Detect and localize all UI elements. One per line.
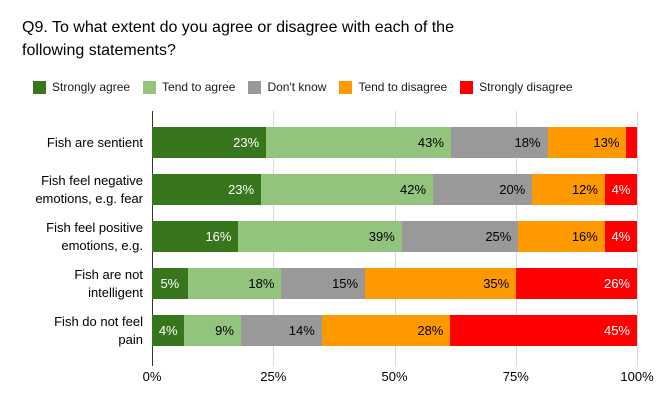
segment-value-label: 35% bbox=[483, 276, 510, 291]
segment-value-label: 18% bbox=[514, 135, 541, 150]
segment-tend-to-disagree: 35% bbox=[365, 268, 517, 299]
segment-value-label: 16% bbox=[571, 229, 598, 244]
segment-tend-to-agree: 18% bbox=[187, 268, 282, 299]
segment-tend-to-agree: 39% bbox=[238, 221, 402, 252]
segment-value-label: 13% bbox=[593, 135, 620, 150]
segment-tend-to-disagree: 13% bbox=[547, 127, 627, 158]
segment-strongly-disagree bbox=[626, 127, 637, 158]
segment-value-label: 39% bbox=[368, 229, 395, 244]
segment-value-label: 28% bbox=[417, 323, 444, 338]
legend-item-strongly-disagree: Strongly disagree bbox=[460, 80, 573, 94]
chart-legend: Strongly agree Tend to agree Don't know Ten… bbox=[33, 80, 573, 94]
segment-value-label: 4% bbox=[611, 182, 631, 197]
segment-value-label: 15% bbox=[332, 276, 359, 291]
legend-swatch-tend-to-agree bbox=[143, 80, 157, 94]
segment-value-label: 16% bbox=[205, 229, 232, 244]
legend-item-don-t-know: Don't know bbox=[248, 80, 326, 94]
legend-swatch-strongly-disagree bbox=[460, 80, 474, 94]
segment-value-label: 42% bbox=[400, 182, 427, 197]
gridline-100% bbox=[637, 111, 638, 366]
legend-item-tend-to-disagree: Tend to disagree bbox=[339, 80, 447, 94]
chart-title: Q9. To what extent do you agree or disag… bbox=[22, 19, 454, 59]
segment-strongly-agree: 16% bbox=[152, 221, 239, 252]
segment-value-label: 25% bbox=[485, 229, 512, 244]
category-label-fish-are-not-intelligent: Fish are not intelligent bbox=[74, 266, 143, 300]
segment-strongly-agree: 4% bbox=[152, 315, 185, 346]
segment-don-t-know: 25% bbox=[401, 221, 519, 252]
category-label-fish-are-sentient: Fish are sentient bbox=[46, 134, 143, 150]
legend-swatch-strongly-agree bbox=[33, 80, 46, 94]
segment-value-label: 26% bbox=[603, 276, 630, 291]
segment-don-t-know: 20% bbox=[433, 174, 533, 205]
segment-tend-to-agree: 42% bbox=[261, 174, 434, 205]
segment-value-label: 23% bbox=[233, 135, 260, 150]
bar-row-fish-are-sentient: 23% 43% 18% 13% bbox=[152, 127, 637, 158]
segment-strongly-disagree: 26% bbox=[516, 268, 637, 299]
legend-label: Don't know bbox=[267, 80, 327, 94]
segment-value-label: 23% bbox=[228, 182, 255, 197]
category-label-fish-feel-negative-emotions-e-g-fear: Fish feel negative emotions, e.g. fear bbox=[35, 172, 143, 206]
segment-value-label: 20% bbox=[499, 182, 526, 197]
legend-item-strongly-agree: Strongly agree bbox=[33, 80, 130, 94]
segment-strongly-disagree: 4% bbox=[604, 174, 637, 205]
x-tick-label: 75% bbox=[502, 369, 529, 384]
segment-value-label: 18% bbox=[248, 276, 275, 291]
segment-don-t-know: 18% bbox=[450, 127, 548, 158]
segment-strongly-disagree: 45% bbox=[450, 315, 637, 346]
legend-label: Strongly disagree bbox=[479, 80, 573, 94]
segment-value-label: 43% bbox=[417, 135, 444, 150]
legend-swatch-tend-to-disagree bbox=[339, 80, 353, 94]
bar-row-fish-feel-negative-emotions-e-g-fear: 23% 42% 20% 12% 4% bbox=[152, 174, 637, 205]
category-label-fish-feel-positive-emotions-e-g: Fish feel positive emotions, e.g. bbox=[46, 219, 143, 253]
segment-value-label: 45% bbox=[603, 323, 630, 338]
bar-row-fish-feel-positive-emotions-e-g: 16% 39% 25% 16% 4% bbox=[152, 221, 637, 252]
legend-label: Tend to disagree bbox=[358, 80, 448, 94]
legend-label: Tend to agree bbox=[162, 80, 236, 94]
category-label-fish-do-not-feel-pain: Fish do not feel pain bbox=[54, 313, 143, 347]
bar-row-fish-do-not-feel-pain: 4% 9% 14% 28% 45% bbox=[152, 315, 637, 346]
segment-strongly-disagree: 4% bbox=[604, 221, 637, 252]
legend-label: Strongly agree bbox=[52, 80, 131, 94]
segment-value-label: 4% bbox=[611, 229, 631, 244]
segment-tend-to-agree: 9% bbox=[184, 315, 241, 346]
segment-tend-to-disagree: 12% bbox=[532, 174, 605, 205]
segment-don-t-know: 15% bbox=[281, 268, 366, 299]
segment-value-label: 9% bbox=[215, 323, 234, 338]
x-tick-label: 0% bbox=[142, 369, 162, 384]
segment-strongly-agree: 23% bbox=[152, 127, 267, 158]
segment-don-t-know: 14% bbox=[240, 315, 322, 346]
segment-value-label: 14% bbox=[288, 323, 315, 338]
segment-strongly-agree: 23% bbox=[152, 174, 262, 205]
legend-item-tend-to-agree: Tend to agree bbox=[143, 80, 235, 94]
segment-tend-to-disagree: 16% bbox=[518, 221, 605, 252]
legend-swatch-don-t-know bbox=[248, 80, 262, 94]
segment-strongly-agree: 5% bbox=[152, 268, 188, 299]
segment-tend-to-agree: 43% bbox=[266, 127, 451, 158]
x-tick-label: 100% bbox=[620, 369, 654, 384]
bar-row-fish-are-not-intelligent: 5% 18% 15% 35% 26% bbox=[152, 268, 637, 299]
segment-tend-to-disagree: 28% bbox=[321, 315, 451, 346]
segment-value-label: 4% bbox=[158, 323, 178, 338]
segment-value-label: 5% bbox=[160, 276, 180, 291]
x-tick-label: 25% bbox=[260, 369, 287, 384]
x-tick-label: 50% bbox=[381, 369, 408, 384]
segment-value-label: 12% bbox=[571, 182, 598, 197]
